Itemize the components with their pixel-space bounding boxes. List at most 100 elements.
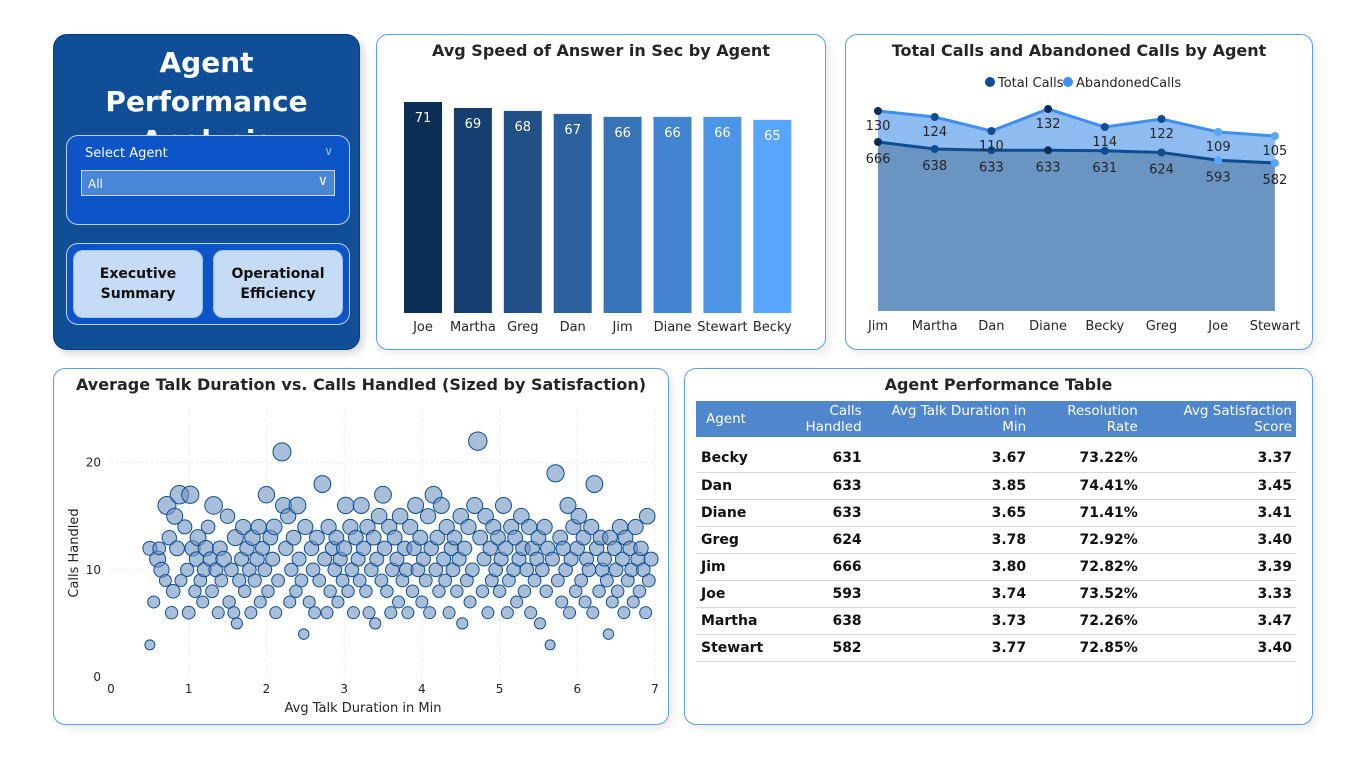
scatter-point[interactable] bbox=[450, 584, 464, 598]
scatter-point[interactable] bbox=[415, 595, 429, 609]
scatter-point[interactable] bbox=[401, 606, 415, 620]
scatter-point[interactable] bbox=[555, 595, 569, 609]
table-row[interactable]: Stewart 582 3.77 72.85% 3.40 bbox=[696, 634, 1296, 662]
scatter-point[interactable] bbox=[352, 496, 370, 514]
scatter-point[interactable] bbox=[527, 573, 542, 588]
abandoned-calls-point[interactable] bbox=[874, 107, 882, 115]
scatter-point[interactable] bbox=[291, 551, 307, 567]
total-calls-point[interactable] bbox=[1044, 146, 1053, 155]
total-calls-point[interactable] bbox=[1100, 146, 1109, 155]
scatter-point[interactable] bbox=[232, 573, 247, 588]
bar-martha[interactable] bbox=[453, 107, 492, 313]
scatter-point[interactable] bbox=[376, 540, 393, 557]
scatter-point[interactable] bbox=[482, 540, 498, 557]
scatter-point[interactable] bbox=[481, 606, 495, 620]
scatter-point[interactable] bbox=[247, 573, 262, 588]
bar-becky[interactable] bbox=[753, 119, 792, 313]
scatter-point[interactable] bbox=[341, 584, 355, 598]
scatter-point[interactable] bbox=[386, 529, 403, 546]
scatter-point[interactable] bbox=[592, 584, 606, 598]
table-row[interactable]: Dan 633 3.85 74.41% 3.45 bbox=[696, 472, 1296, 500]
scatter-point[interactable] bbox=[570, 507, 588, 525]
total-calls-point[interactable] bbox=[874, 138, 882, 146]
scatter-point[interactable] bbox=[436, 551, 452, 567]
scatter-point[interactable] bbox=[335, 573, 350, 588]
scatter-point[interactable] bbox=[237, 584, 252, 598]
scatter-point[interactable] bbox=[362, 606, 376, 620]
scatter-point[interactable] bbox=[166, 507, 184, 525]
bar-stewart[interactable] bbox=[703, 116, 742, 313]
scatter-point[interactable] bbox=[365, 529, 382, 546]
scatter-point[interactable] bbox=[498, 540, 514, 557]
scatter-point[interactable] bbox=[285, 529, 302, 546]
scatter-point[interactable] bbox=[596, 551, 612, 567]
scatter-point[interactable] bbox=[583, 518, 600, 536]
column-header-satisfaction[interactable]: Avg Satisfaction Score bbox=[1141, 401, 1296, 437]
scatter-point[interactable] bbox=[432, 584, 446, 598]
scatter-point[interactable] bbox=[205, 584, 219, 599]
scatter-point[interactable] bbox=[265, 551, 281, 567]
scatter-point[interactable] bbox=[370, 507, 388, 525]
scatter-point[interactable] bbox=[614, 551, 630, 567]
total-calls-point[interactable] bbox=[1270, 159, 1279, 167]
scatter-point[interactable] bbox=[419, 508, 437, 525]
agent-dropdown[interactable]: All ∨ bbox=[81, 170, 335, 196]
scatter-point[interactable] bbox=[359, 584, 373, 598]
scatter-point[interactable] bbox=[466, 496, 484, 514]
scatter-point[interactable] bbox=[204, 496, 223, 515]
scatter-point[interactable] bbox=[429, 529, 446, 546]
scatter-point[interactable] bbox=[309, 529, 325, 546]
scatter-point[interactable] bbox=[472, 529, 489, 546]
scatter-point[interactable] bbox=[174, 574, 188, 588]
scatter-point[interactable] bbox=[152, 541, 167, 556]
scatter-point[interactable] bbox=[524, 606, 538, 620]
scatter-point[interactable] bbox=[490, 529, 506, 546]
scatter-point[interactable] bbox=[230, 617, 243, 630]
scatter-point[interactable] bbox=[559, 496, 577, 514]
scatter-point[interactable] bbox=[415, 551, 431, 567]
chevron-down-icon[interactable]: ∨ bbox=[324, 144, 333, 158]
scatter-point[interactable] bbox=[581, 562, 597, 578]
scatter-point[interactable] bbox=[494, 496, 512, 514]
scatter-point[interactable] bbox=[265, 518, 283, 536]
scatter-point[interactable] bbox=[442, 606, 456, 620]
table-row[interactable]: Jim 666 3.80 72.82% 3.39 bbox=[696, 553, 1296, 581]
scatter-point[interactable] bbox=[432, 496, 450, 514]
scatter-point[interactable] bbox=[465, 562, 480, 578]
scatter-point[interactable] bbox=[331, 595, 345, 609]
scatter-point[interactable] bbox=[278, 540, 294, 557]
scatter-point[interactable] bbox=[456, 540, 473, 557]
abandoned-calls-point[interactable] bbox=[987, 127, 996, 135]
table-row[interactable]: Becky 631 3.67 73.22% 3.37 bbox=[696, 445, 1296, 473]
scatter-point[interactable] bbox=[599, 573, 614, 588]
scatter-point[interactable] bbox=[144, 639, 156, 651]
scatter-point[interactable] bbox=[289, 584, 303, 598]
scatter-point[interactable] bbox=[391, 507, 409, 525]
scatter-point[interactable] bbox=[250, 518, 267, 536]
table-row[interactable]: Greg 624 3.78 72.92% 3.40 bbox=[696, 526, 1296, 554]
column-header-avg-talk-duration[interactable]: Avg Talk Duration in Min bbox=[865, 401, 1031, 437]
scatter-point[interactable] bbox=[641, 573, 656, 588]
scatter-point[interactable] bbox=[428, 562, 444, 578]
scatter-point[interactable] bbox=[638, 507, 656, 525]
scatter-point[interactable] bbox=[320, 606, 334, 620]
abandoned-calls-point[interactable] bbox=[930, 113, 939, 121]
scatter-point[interactable] bbox=[272, 442, 292, 462]
scatter-point[interactable] bbox=[389, 551, 405, 567]
scatter-point[interactable] bbox=[574, 573, 589, 588]
scatter-point[interactable] bbox=[407, 496, 425, 514]
scatter-point[interactable] bbox=[438, 518, 455, 536]
scatter-point[interactable] bbox=[196, 595, 210, 609]
scatter-point[interactable] bbox=[405, 584, 420, 598]
scatter-point[interactable] bbox=[308, 606, 322, 620]
scatter-point[interactable] bbox=[284, 562, 299, 577]
abandoned-calls-point[interactable] bbox=[1044, 105, 1053, 113]
scatter-point[interactable] bbox=[500, 606, 514, 620]
scatter-point[interactable] bbox=[380, 584, 394, 598]
scatter-point[interactable] bbox=[517, 584, 532, 598]
scatter-point[interactable] bbox=[294, 573, 309, 588]
scatter-point[interactable] bbox=[211, 606, 225, 620]
scatter-point[interactable] bbox=[336, 540, 353, 557]
scatter-point[interactable] bbox=[492, 584, 507, 598]
scatter-point[interactable] bbox=[320, 518, 337, 536]
